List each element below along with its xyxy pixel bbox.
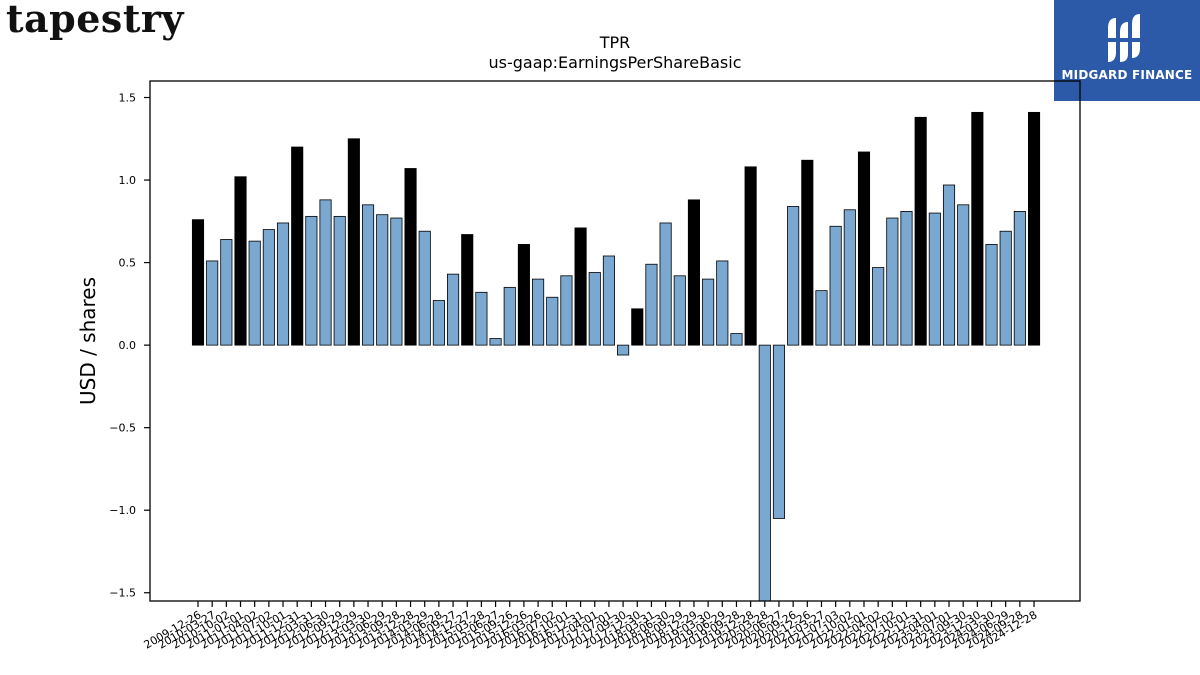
- y-axis: −1.5 −1.0 −0.5 0.0 0.5 1.0 1.5: [109, 92, 150, 600]
- midgard-logo-icon: [1108, 14, 1144, 62]
- y-tick-label: 0.5: [119, 257, 137, 270]
- bar: [758, 344, 771, 602]
- bar: [1027, 111, 1041, 346]
- bars-group: [191, 111, 1041, 602]
- bar: [886, 217, 899, 346]
- bar: [857, 151, 871, 346]
- bar: [234, 176, 247, 346]
- bar: [702, 278, 715, 346]
- midgard-finance-badge: MIDGARD FINANCE: [1054, 0, 1200, 101]
- bar: [475, 291, 488, 346]
- bar: [801, 159, 814, 346]
- bar: [971, 111, 984, 346]
- bar: [461, 234, 474, 346]
- bar: [659, 222, 672, 346]
- bar: [347, 138, 360, 346]
- y-tick-label: −1.0: [109, 504, 136, 517]
- y-tick-label: 1.0: [119, 174, 137, 187]
- bar: [206, 260, 219, 346]
- chart-title: TPR: [599, 33, 631, 52]
- bar: [1013, 211, 1026, 346]
- bar: [418, 230, 431, 346]
- y-tick-label: −0.5: [109, 422, 136, 435]
- bar: [787, 206, 800, 346]
- partner-name: MIDGARD FINANCE: [1061, 68, 1193, 82]
- bar: [546, 296, 559, 346]
- bar: [815, 290, 828, 346]
- y-tick-label: 0.0: [119, 339, 137, 352]
- bar: [829, 225, 842, 346]
- bar: [404, 168, 417, 346]
- bar: [276, 222, 290, 346]
- bar: [532, 278, 545, 346]
- bar: [999, 230, 1012, 346]
- bar: [574, 227, 587, 346]
- bar: [985, 244, 998, 346]
- bar: [914, 116, 927, 346]
- bar: [730, 333, 743, 346]
- bar: [517, 244, 530, 346]
- bar: [617, 344, 630, 356]
- bar: [361, 204, 375, 346]
- bar: [928, 212, 941, 346]
- bar: [220, 239, 233, 346]
- x-axis: 2009-12-262010-03-272010-10-022011-01-01…: [142, 601, 1040, 652]
- bar: [744, 166, 757, 346]
- bar: [843, 209, 856, 346]
- bar: [489, 338, 502, 346]
- bar: [390, 217, 403, 346]
- bar: [588, 272, 601, 346]
- bar: [602, 255, 615, 346]
- y-tick-label: −1.5: [109, 587, 136, 600]
- y-tick-label: 1.5: [119, 92, 137, 105]
- bar: [291, 146, 304, 346]
- bar: [872, 267, 885, 346]
- bar: [503, 286, 516, 346]
- tapestry-logo: tapestry: [6, 0, 184, 41]
- bar: [560, 275, 573, 346]
- bar: [333, 215, 346, 346]
- bar: [191, 219, 205, 346]
- bar: [900, 211, 913, 346]
- bar: [305, 215, 318, 346]
- y-axis-label: USD / shares: [76, 277, 100, 405]
- bar: [376, 214, 389, 346]
- bar: [432, 300, 445, 346]
- bar: [772, 344, 786, 519]
- chart-subtitle: us-gaap:EarningsPerShareBasic: [488, 53, 741, 72]
- plot-frame: [149, 80, 1081, 602]
- bar: [957, 204, 970, 346]
- bar: [447, 273, 460, 346]
- bar: [687, 199, 700, 346]
- bar: [319, 199, 332, 346]
- bar: [248, 240, 261, 346]
- bar: [673, 275, 686, 346]
- bar: [631, 308, 644, 346]
- bar: [645, 263, 658, 346]
- bar: [942, 184, 956, 346]
- bar: [262, 229, 275, 346]
- bar: [716, 260, 729, 346]
